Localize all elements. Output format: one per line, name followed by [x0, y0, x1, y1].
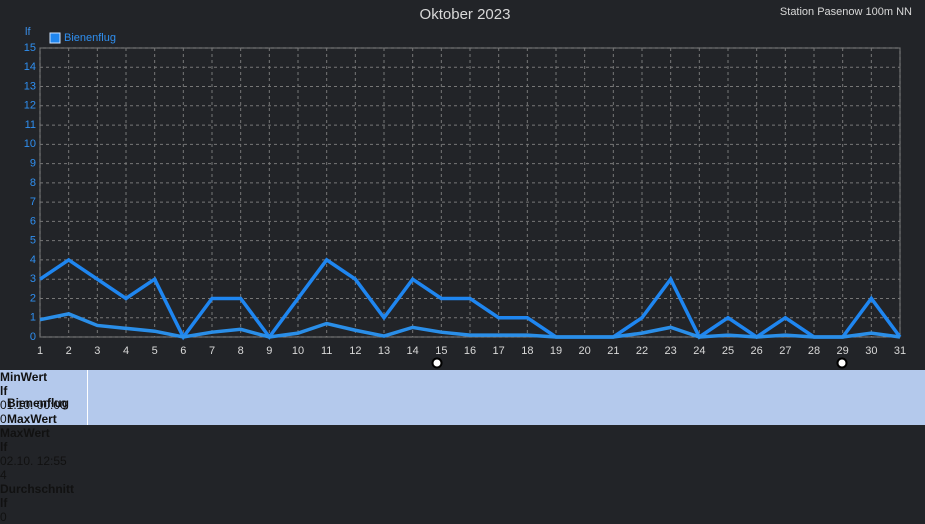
stats-unit: lf: [0, 440, 8, 454]
stats-header: MinWert: [0, 370, 48, 384]
stats-date: 01.10. 00:00: [0, 398, 67, 412]
y-tick-label: 12: [24, 100, 36, 112]
stats-cell: Durchschnitt lf 0: [0, 482, 118, 524]
x-tick-label: 22: [636, 345, 648, 357]
x-tick-label: 16: [464, 345, 476, 357]
x-tick-label: 19: [550, 345, 562, 357]
marker-icon: [431, 357, 443, 369]
legend-label: Bienenflug: [64, 32, 116, 44]
stats-unit: lf: [0, 384, 8, 398]
x-tick-label: 18: [521, 345, 533, 357]
y-tick-label: 1: [30, 312, 36, 324]
x-tick-label: 30: [865, 345, 877, 357]
stats-value: 0: [0, 510, 7, 524]
y-tick-label: 15: [24, 42, 36, 54]
stats-cell: MaxWert lf 02.10. 12:55 4: [0, 426, 118, 482]
x-tick-label: 25: [722, 345, 734, 357]
x-tick-label: 27: [779, 345, 791, 357]
stats-table: Bienenflug MaxWert MinWert lf 01.10. 00:00…: [0, 370, 925, 524]
y-tick-label: 0: [30, 331, 36, 343]
y-tick-label: 13: [24, 80, 36, 92]
stats-value: 4: [0, 468, 7, 482]
x-tick-label: 20: [579, 345, 591, 357]
x-tick-label: 4: [123, 345, 129, 357]
y-tick-label: 3: [30, 273, 36, 285]
stats-value: 0: [0, 412, 7, 426]
x-tick-label: 7: [209, 345, 215, 357]
stats-label: MaxWert: [7, 412, 57, 426]
x-tick-label: 29: [837, 345, 849, 357]
x-tick-label: 5: [152, 345, 158, 357]
x-tick-label: 8: [238, 345, 244, 357]
x-tick-label: 2: [66, 345, 72, 357]
chart: Oktober 2023 Station Pasenow 100m NN lf …: [24, 6, 912, 369]
y-tick-label: 7: [30, 196, 36, 208]
marker-icon: [836, 357, 848, 369]
data-line: [39, 312, 901, 339]
x-tick-label: 10: [292, 345, 304, 357]
x-tick-label: 1: [37, 345, 43, 357]
stats-unit: lf: [0, 496, 8, 510]
x-tick-label: 6: [180, 345, 186, 357]
x-tick-label: 11: [321, 345, 332, 357]
y-tick-label: 8: [30, 177, 36, 189]
y-tick-label: 11: [25, 119, 36, 131]
y-tick-label: 6: [30, 215, 36, 227]
x-tick-label: 13: [378, 345, 390, 357]
x-tick-label: 21: [607, 345, 619, 357]
y-tick-label: 10: [24, 138, 36, 150]
x-tick-label: 24: [693, 345, 705, 357]
page: Oktober 2023 Station Pasenow 100m NN lf …: [0, 5, 925, 524]
x-tick-label: 3: [94, 345, 100, 357]
stats-cell: MinWert lf 01.10. 00:00 0: [0, 370, 118, 426]
y-tick-label: 9: [30, 158, 36, 170]
x-tick-label: 12: [349, 345, 361, 357]
x-tick-label: 14: [407, 345, 419, 357]
y-unit: lf: [25, 26, 31, 38]
x-tick-label: 31: [894, 345, 906, 357]
station: Station Pasenow 100m NN: [780, 6, 912, 18]
y-tick-label: 2: [30, 292, 36, 304]
y-tick-label: 5: [30, 235, 36, 247]
y-tick-label: 14: [24, 61, 36, 73]
x-tick-label: 9: [266, 345, 272, 357]
legend-swatch: [49, 32, 61, 44]
x-tick-label: 23: [665, 345, 677, 357]
stats-date: 02.10. 12:55: [0, 454, 67, 468]
x-tick-label: 15: [435, 345, 447, 357]
stats-header: Durchschnitt: [0, 482, 75, 496]
x-tick-label: 28: [808, 345, 820, 357]
x-tick-label: 17: [493, 345, 505, 357]
stats-header: MaxWert: [0, 426, 50, 440]
chart-title: Oktober 2023: [420, 6, 511, 23]
label-cell: Bienenflug MaxWert: [0, 370, 88, 426]
stats-label: Bienenflug: [7, 396, 69, 410]
x-tick-label: 26: [751, 345, 763, 357]
y-tick-label: 4: [30, 254, 36, 266]
